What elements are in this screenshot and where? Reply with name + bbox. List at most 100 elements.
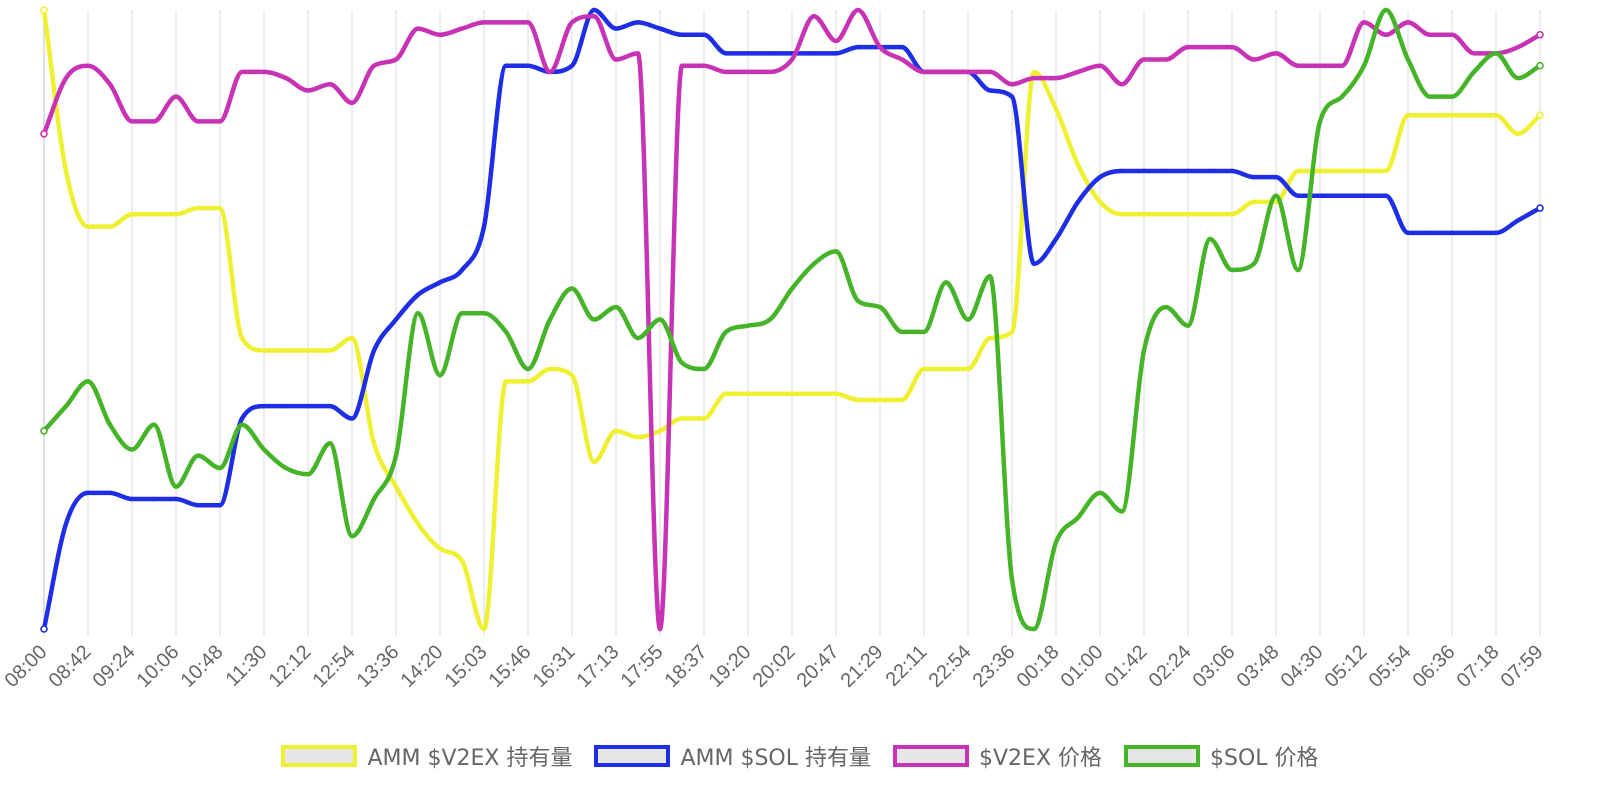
- data-point: [1009, 82, 1015, 87]
- legend-item-series-0[interactable]: AMM $V2EX 持有量: [281, 738, 572, 774]
- data-point: [1185, 168, 1191, 174]
- data-point: [1361, 63, 1367, 68]
- data-point: [569, 286, 575, 291]
- data-point: [1185, 323, 1191, 328]
- data-point: [151, 119, 157, 124]
- data-point: [283, 403, 289, 409]
- data-point: [195, 503, 201, 508]
- data-point: [1097, 63, 1103, 68]
- data-point: [261, 69, 267, 75]
- data-point: [943, 280, 949, 285]
- data-point: [899, 329, 905, 335]
- data-point: [371, 348, 377, 353]
- data-point: [437, 373, 443, 378]
- data-point: [503, 63, 509, 68]
- data-point: [789, 286, 795, 291]
- data-point: [1273, 199, 1279, 205]
- data-point: [173, 484, 179, 489]
- data-point: [1097, 490, 1103, 496]
- data-point: [745, 391, 751, 396]
- data-point: [63, 75, 69, 81]
- x-tick-label: 11:30: [222, 641, 272, 691]
- data-point: [1141, 168, 1147, 174]
- data-point: [415, 292, 421, 297]
- data-point: [371, 63, 377, 68]
- data-point: [1536, 111, 1544, 120]
- x-tick-label: 23:36: [969, 641, 1020, 692]
- data-point: [1493, 51, 1499, 56]
- data-point: [745, 51, 751, 56]
- data-point: [1449, 94, 1455, 99]
- data-point: [1405, 57, 1411, 62]
- x-tick-label: 07:59: [1497, 641, 1548, 692]
- data-point: [1449, 113, 1455, 118]
- data-point: [1339, 193, 1345, 198]
- x-tick-label: 14:20: [397, 641, 448, 692]
- data-point: [261, 403, 267, 409]
- data-point: [1251, 174, 1257, 180]
- data-point: [525, 20, 531, 25]
- legend-item-series-1[interactable]: AMM $SOL 持有量: [594, 738, 871, 774]
- line-chart: 08:0008:4209:2410:0610:4811:3012:1212:54…: [1, 6, 1548, 692]
- x-tick-label: 05:54: [1365, 641, 1416, 692]
- x-tick-label: 12:12: [265, 641, 316, 692]
- data-point: [437, 280, 443, 285]
- series-lines: [40, 6, 1544, 633]
- data-point: [503, 329, 509, 335]
- series-2: [40, 7, 1544, 632]
- data-point: [1361, 168, 1367, 174]
- data-point: [40, 427, 48, 435]
- data-point: [569, 20, 575, 25]
- series-1: [40, 7, 1544, 633]
- x-tick-label: 12:54: [309, 641, 360, 692]
- legend-item-series-3[interactable]: $SOL 价格: [1124, 738, 1319, 774]
- data-point: [767, 51, 773, 56]
- data-point: [217, 465, 223, 471]
- data-point: [899, 57, 905, 62]
- data-point: [327, 403, 333, 409]
- data-point: [1471, 230, 1477, 236]
- data-point: [1383, 168, 1389, 174]
- data-point: [371, 441, 377, 446]
- x-tick-label: 00:18: [1013, 641, 1064, 692]
- x-tick-label: 07:18: [1453, 641, 1504, 692]
- data-point: [855, 7, 861, 13]
- data-point: [261, 447, 267, 452]
- x-tick-label: 21:29: [837, 641, 888, 692]
- data-point: [1053, 75, 1059, 81]
- data-point: [965, 69, 971, 75]
- data-point: [723, 391, 729, 396]
- data-point: [415, 26, 421, 31]
- data-point: [1295, 63, 1301, 68]
- data-point: [1405, 113, 1411, 118]
- data-point: [393, 484, 399, 489]
- x-tick-label: 22:11: [882, 641, 932, 691]
- data-point: [459, 26, 465, 31]
- legend-item-series-2[interactable]: $V2EX 价格: [893, 738, 1102, 774]
- data-point: [481, 626, 487, 632]
- data-point: [811, 391, 817, 396]
- x-tick-label: 03:48: [1233, 641, 1284, 692]
- x-axis-tick-labels: 08:0008:4209:2410:0610:4811:3012:1212:54…: [1, 641, 1548, 692]
- data-point: [525, 63, 531, 68]
- data-point: [965, 317, 971, 322]
- data-point: [1075, 199, 1081, 205]
- data-point: [657, 26, 663, 31]
- data-point: [151, 496, 157, 502]
- data-point: [85, 63, 91, 68]
- data-point: [1295, 267, 1301, 273]
- data-point: [1097, 199, 1103, 205]
- data-point: [1229, 267, 1235, 273]
- data-point: [591, 7, 597, 13]
- data-point: [701, 63, 707, 68]
- data-point: [459, 558, 465, 564]
- data-point: [833, 51, 839, 56]
- data-point: [1075, 162, 1081, 167]
- data-point: [195, 205, 201, 211]
- data-point: [767, 391, 773, 396]
- data-point: [1163, 168, 1169, 174]
- data-point: [1009, 577, 1015, 582]
- data-point: [745, 69, 751, 75]
- data-point: [1207, 236, 1213, 242]
- data-point: [107, 422, 113, 427]
